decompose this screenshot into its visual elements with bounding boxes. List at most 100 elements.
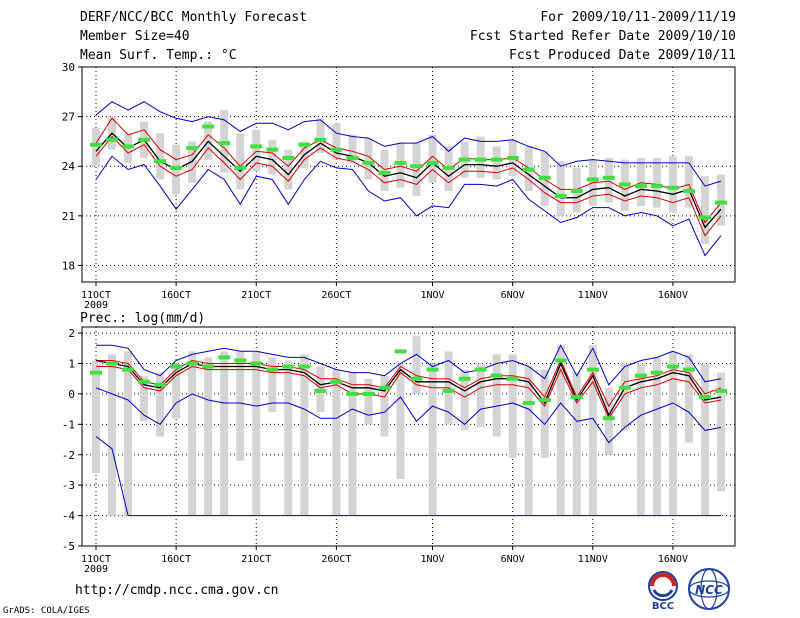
prec-obs-mark (666, 364, 679, 369)
prec-spread-bar (572, 372, 581, 516)
temp-spread-bar (717, 174, 725, 226)
prec-spread-bar (540, 369, 549, 458)
temp-obs-mark (378, 170, 391, 175)
prec-series-upper (96, 359, 722, 408)
temp-obs-mark (538, 175, 551, 180)
prec-spread-bar (348, 372, 357, 516)
prec-spread-bar (412, 336, 421, 394)
temp-spread-bar (156, 133, 165, 180)
prec-spread-bar (717, 372, 725, 492)
temp-obs-mark (138, 137, 151, 142)
prec-series-min (95, 387, 722, 444)
prec-obs-mark (106, 361, 119, 366)
temp-spread-bar (636, 157, 645, 206)
temp-xtick-label: 6NOV (501, 290, 525, 301)
prec-obs-mark (314, 388, 327, 393)
prec-spread-bar (396, 363, 405, 480)
temp-series-upper (95, 117, 722, 224)
prec-obs-mark (698, 394, 711, 399)
grads-credit: GrADS: COLA/IGES (3, 606, 90, 616)
prec-obs-mark (602, 416, 615, 421)
temp-obs-mark (266, 147, 279, 152)
temp-spread-bar (492, 146, 501, 180)
temp-obs-mark (618, 182, 631, 187)
prec-ytick-label: 2 (68, 327, 75, 340)
temp-obs-mark (715, 200, 727, 205)
prec-panel-title: Prec.: log(mm/d) (80, 311, 205, 326)
prec-series-lowest (95, 436, 721, 517)
temp-obs-mark (410, 164, 423, 169)
temp-spread-bar (556, 161, 565, 216)
prec-obs-mark (474, 367, 487, 372)
prec-obs-mark (330, 379, 343, 384)
prec-xtick-label: 16NOV (658, 554, 688, 565)
variable-label: Mean Surf. Temp.: °C (80, 48, 237, 63)
forecast-period-label: For 2009/10/11-2009/11/19 (540, 10, 736, 25)
prec-obs-mark (186, 361, 199, 366)
temp-obs-mark (346, 155, 359, 160)
temp-obs-mark (250, 144, 263, 149)
prec-obs-mark (266, 367, 279, 372)
temp-obs-mark (234, 165, 247, 170)
temp-obs-mark (362, 160, 375, 165)
temp-xtick-label: 1NOV (420, 290, 444, 301)
prec-obs-mark (458, 376, 471, 381)
temp-obs-mark (698, 215, 711, 220)
temp-xtick-label: 16OCT (161, 290, 191, 301)
prec-obs-mark (538, 398, 551, 402)
temp-obs-mark (490, 157, 503, 162)
temp-obs-mark (426, 160, 439, 165)
temp-obs-mark (474, 157, 487, 162)
temp-obs-mark (90, 142, 102, 147)
prec-obs-mark (170, 364, 183, 369)
temp-spread-bar (364, 138, 373, 180)
prec-ytick-label: -5 (62, 540, 75, 553)
prec-spread-bar (236, 351, 245, 461)
prec-spread-bar (284, 360, 293, 516)
prec-ytick-label: -2 (62, 449, 75, 462)
prec-spread-bar (636, 363, 645, 516)
prec-obs-mark (202, 364, 215, 369)
prec-spread-bar (588, 345, 597, 516)
prec-spread-bar (524, 366, 533, 516)
temp-obs-mark (634, 184, 647, 189)
source-url[interactable]: http://cmdp.ncc.cma.gov.cn (75, 583, 279, 598)
ncc-logo: NCC (688, 568, 730, 610)
prec-obs-mark (362, 391, 375, 396)
temp-obs-mark (554, 194, 567, 198)
prec-xtick-label: 16OCT (161, 554, 191, 565)
temp-obs-mark (666, 185, 679, 190)
temp-series-lower (95, 135, 722, 237)
prec-obs-mark (442, 388, 455, 393)
temp-obs-mark (298, 142, 311, 147)
ncc-logo-text: NCC (695, 583, 723, 597)
temp-spread-bar (604, 157, 613, 203)
prec-spread-bar (460, 369, 469, 431)
prec-spread-bar (380, 375, 389, 437)
forecast-produced-label: Fcst Produced Date 2009/10/11 (509, 48, 736, 63)
chart-title: DERF/NCC/BCC Monthly Forecast (80, 10, 307, 25)
temp-xtick-label: 21OCT (241, 290, 271, 301)
prec-series-lower (96, 365, 722, 420)
member-size-label: Member Size=40 (80, 29, 190, 44)
prec-obs-mark (122, 367, 135, 372)
temp-spread-bar (700, 176, 709, 244)
temp-spread-bar (92, 128, 100, 167)
prec-obs-mark (138, 379, 151, 384)
temp-obs-mark (202, 124, 215, 129)
temp-spread-bar (684, 156, 693, 208)
prec-obs-mark (394, 349, 407, 354)
temp-obs-mark (682, 189, 695, 194)
bcc-logo: BCC (648, 571, 678, 612)
temp-obs-mark (122, 144, 135, 149)
temp-frame (81, 66, 736, 283)
prec-obs-mark (298, 364, 311, 369)
prec-xtick-label: 6NOV (501, 554, 525, 565)
temp-obs-mark (186, 146, 199, 151)
temp-xtick-label: 11NOV (578, 290, 608, 301)
prec-spread-bar (92, 360, 100, 473)
temp-year-label: 2009 (84, 300, 108, 311)
prec-spread-bar (220, 351, 229, 516)
prec-obs-mark (282, 364, 295, 369)
